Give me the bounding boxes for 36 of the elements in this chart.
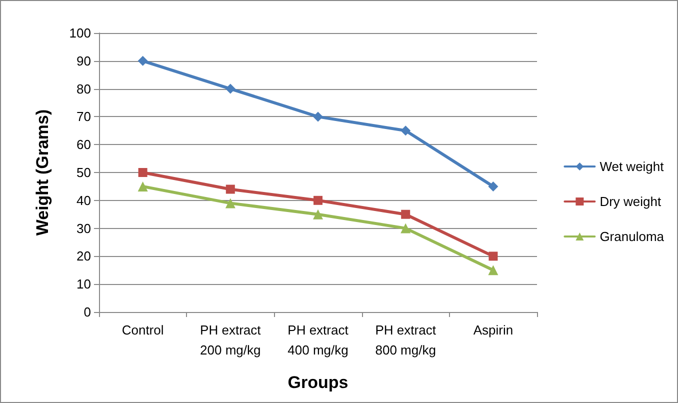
point bbox=[488, 265, 498, 276]
y-tick-label: 30 bbox=[76, 220, 91, 236]
x-tick-label: PH extract 200 mg/kg bbox=[200, 322, 262, 358]
y-tick-label: 20 bbox=[76, 248, 91, 264]
point bbox=[314, 196, 322, 205]
legend-label: Wet weight bbox=[600, 159, 664, 174]
y-tick-label: 10 bbox=[76, 276, 91, 292]
legend-label: Granuloma bbox=[600, 229, 665, 244]
x-tick-label: Aspirin bbox=[473, 322, 514, 338]
x-tick-label: Control bbox=[122, 322, 164, 338]
point bbox=[401, 210, 410, 219]
point bbox=[313, 209, 323, 220]
point bbox=[400, 126, 411, 136]
point bbox=[226, 184, 235, 194]
x-tick-label: PH extract 800 mg/kg bbox=[375, 322, 436, 358]
y-axis-title: Weight (Grams) bbox=[33, 109, 52, 236]
legend-label: Dry weight bbox=[600, 194, 662, 209]
y-tick-label: 80 bbox=[76, 81, 91, 96]
y-tick-label: 70 bbox=[76, 109, 91, 124]
point bbox=[488, 181, 498, 192]
y-tick-label: 90 bbox=[76, 53, 91, 68]
point bbox=[138, 56, 148, 66]
point bbox=[313, 112, 323, 122]
point bbox=[138, 168, 148, 177]
point bbox=[138, 181, 148, 192]
y-tick-label: 60 bbox=[76, 137, 91, 152]
point bbox=[225, 84, 236, 94]
point bbox=[225, 198, 236, 208]
y-tick-label: 50 bbox=[76, 165, 91, 180]
y-tick-label: 100 bbox=[69, 26, 91, 40]
x-tick-label: PH extract 400 mg/kg bbox=[288, 322, 349, 358]
y-tick-label: 40 bbox=[76, 192, 91, 208]
point bbox=[488, 252, 498, 261]
y-tick-label: 0 bbox=[84, 304, 91, 320]
x-axis-title: Groups bbox=[288, 373, 348, 392]
point bbox=[400, 223, 411, 234]
